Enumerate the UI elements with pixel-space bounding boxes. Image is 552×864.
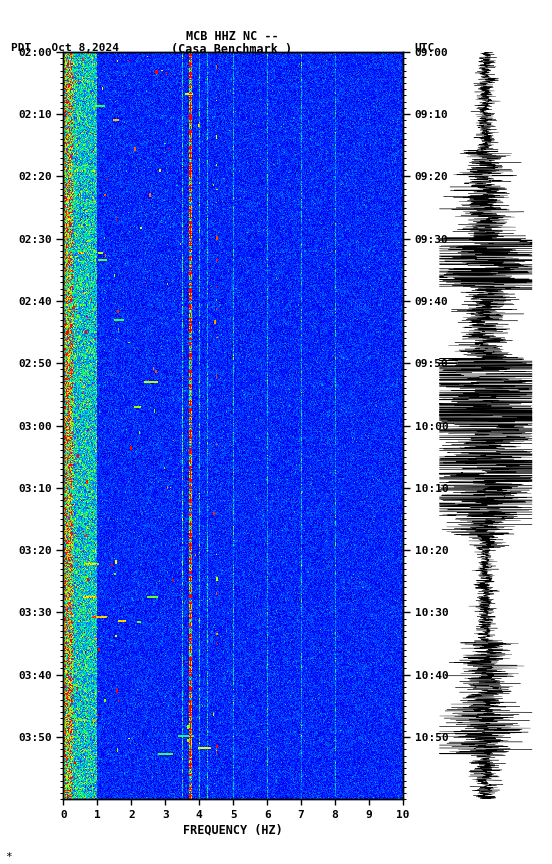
X-axis label: FREQUENCY (HZ): FREQUENCY (HZ) (183, 823, 283, 836)
Text: (Casa Benchmark ): (Casa Benchmark ) (171, 43, 293, 56)
Text: *: * (6, 852, 12, 861)
Text: PDT   Oct 8,2024: PDT Oct 8,2024 (11, 43, 119, 54)
Text: MCB HHZ NC --: MCB HHZ NC -- (185, 30, 278, 43)
Text: UTC: UTC (414, 43, 434, 54)
